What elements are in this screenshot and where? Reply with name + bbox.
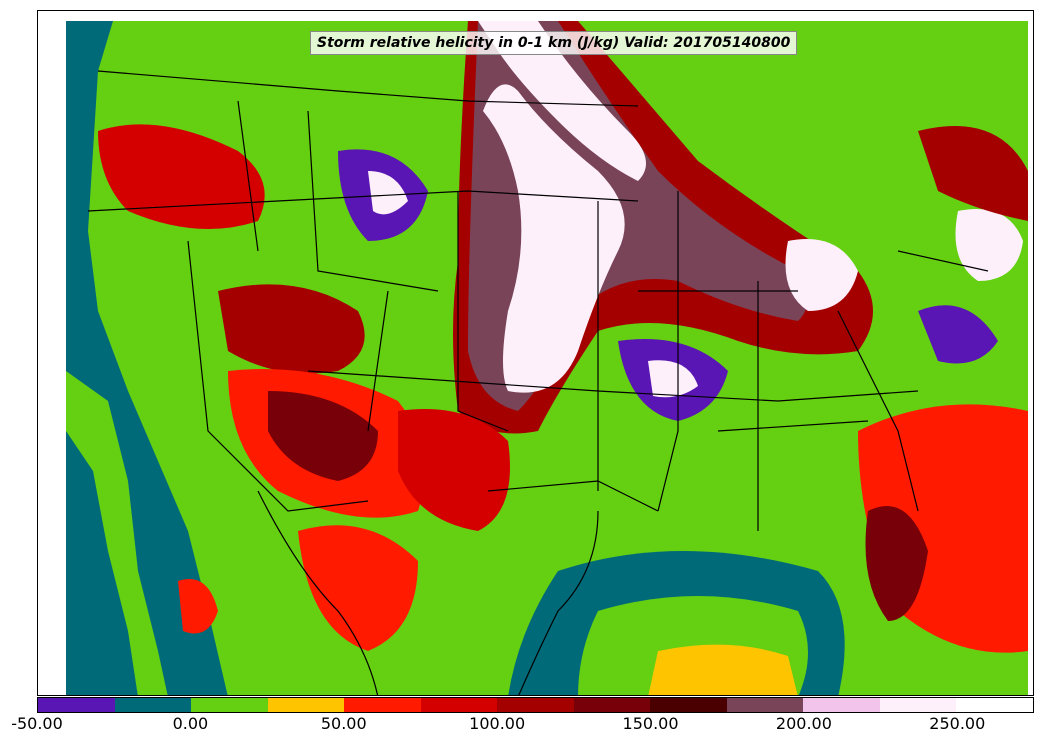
colorbar-labels: -50.00 0.00 50.00 100.00 150.00 200.00 250.00 [0, 714, 1044, 738]
colorbar [37, 697, 1034, 713]
helicity-map: Storm relative helicity in 0-1 km (J/kg)… [37, 10, 1034, 696]
great-lakes-white-core [785, 239, 858, 311]
colorbar-segment [114, 698, 192, 712]
colorbar-tick-label: 0.00 [172, 714, 209, 733]
ozarks-white-core [648, 360, 698, 398]
colorbar-segment [38, 698, 115, 712]
rockies-white-core [368, 171, 408, 215]
colorbar-tick-label: 100.00 [469, 714, 526, 733]
colorbar-segment [573, 698, 651, 712]
colorbar-segment [267, 698, 345, 712]
mid-atlantic-purple-zone [918, 305, 998, 364]
florida-dark-zone [865, 506, 928, 621]
colorbar-segment [803, 698, 880, 712]
dakotas-white-core [478, 21, 646, 181]
southwest-dark-zone [268, 391, 378, 481]
southern-plains-red-zone [398, 409, 510, 531]
colorbar-segment [420, 698, 498, 712]
colorbar-segment [344, 698, 421, 712]
colorbar-tick-label: 200.00 [775, 714, 832, 733]
colorbar-segment [191, 698, 268, 712]
colorbar-segment [726, 698, 804, 712]
great-basin-red-zone [218, 284, 365, 374]
colorbar-tick-label: 250.00 [929, 714, 986, 733]
boundary-lines [87, 70, 989, 695]
pacific-teal-band [66, 431, 138, 695]
northeast-white-core [955, 209, 1023, 281]
northeast-red-zone [918, 126, 1028, 221]
colorbar-segment [650, 698, 727, 712]
gulf-yellow [648, 644, 798, 695]
colorbar-tick-label: -50.00 [11, 714, 63, 733]
colorbar-segment [497, 698, 574, 712]
mexico-red-zone [298, 525, 418, 651]
map-field [66, 21, 1028, 695]
map-title: Storm relative helicity in 0-1 km (J/kg)… [310, 31, 798, 55]
colorbar-tick-label: 150.00 [622, 714, 679, 733]
baja-red-zone [178, 579, 218, 634]
northwest-red-zone [98, 124, 265, 229]
colorbar-tick-label: 50.00 [320, 714, 367, 733]
colorbar-segment [956, 698, 1033, 712]
plains-white-core [483, 84, 625, 393]
colorbar-segment [879, 698, 957, 712]
